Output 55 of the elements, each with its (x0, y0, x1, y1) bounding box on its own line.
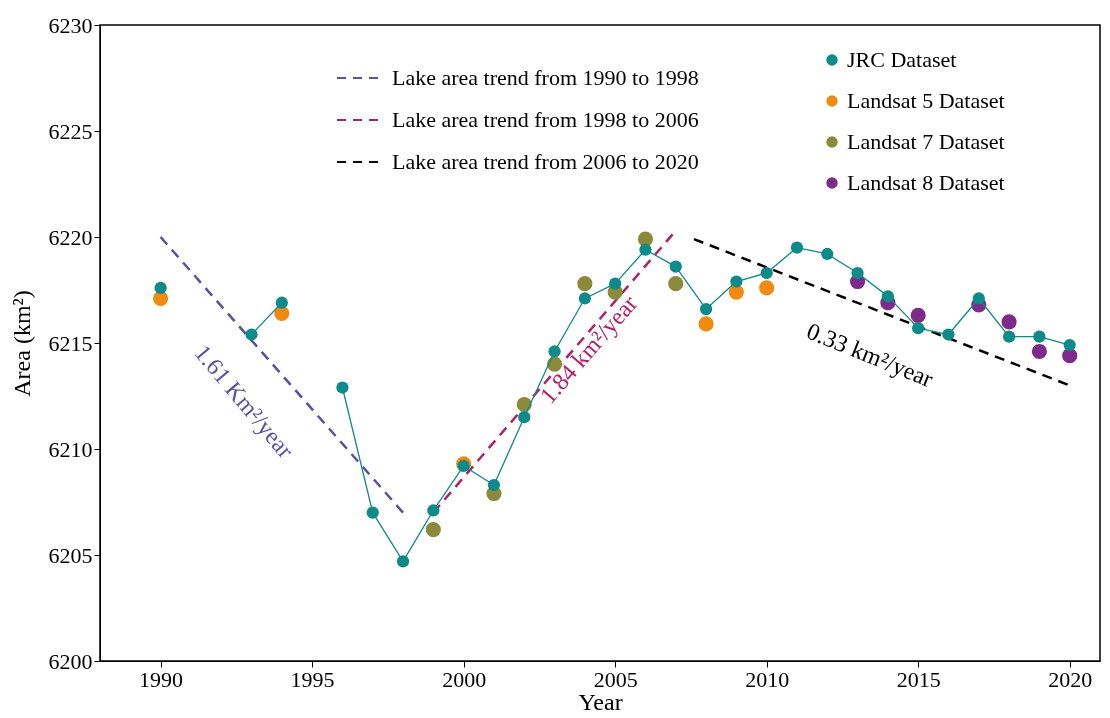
point (153, 290, 169, 307)
point (759, 280, 775, 296)
legend-label: Lake area trend from 1998 to 2006 (392, 107, 699, 132)
y-tick-label: 6230 (48, 12, 93, 38)
point (427, 504, 440, 517)
point (487, 478, 501, 492)
point (639, 243, 652, 256)
point (881, 290, 894, 303)
y-tick-label: 6215 (48, 330, 93, 356)
point (336, 381, 349, 394)
point (577, 276, 593, 292)
point (548, 345, 561, 358)
y-tick-label: 6220 (48, 224, 93, 250)
point (425, 521, 441, 538)
point (821, 247, 834, 261)
point (972, 292, 985, 305)
point (942, 328, 955, 341)
point (669, 260, 682, 273)
point (790, 241, 804, 254)
y-axis-title: Area (km²) (8, 290, 35, 397)
y-tick-label: 6200 (48, 648, 93, 674)
point (910, 307, 926, 324)
legend-label: JRC Dataset (847, 47, 957, 72)
y-tick-label: 6210 (48, 436, 93, 462)
x-tick-label: 2000 (442, 666, 487, 692)
legend-label: Landsat 8 Dataset (847, 170, 1005, 195)
point (154, 281, 167, 294)
point (1001, 314, 1017, 330)
point (396, 555, 410, 568)
y-tick-label: 6205 (48, 542, 93, 568)
point (1002, 330, 1016, 343)
x-tick-label: 2015 (896, 666, 941, 692)
point (760, 266, 773, 280)
point (699, 302, 713, 316)
y-tick-label: 6225 (48, 118, 93, 144)
point (912, 322, 925, 335)
point (668, 276, 684, 292)
legend-label: Lake area trend from 2006 to 2020 (392, 149, 699, 174)
point (851, 266, 864, 280)
point (609, 277, 622, 290)
point (1033, 330, 1046, 343)
legend-label: Landsat 7 Dataset (847, 129, 1005, 154)
point (1031, 343, 1047, 360)
point (698, 316, 714, 332)
point (518, 411, 531, 424)
x-tick-label: 2010 (745, 666, 790, 692)
x-tick-label: 2020 (1048, 666, 1093, 692)
point (516, 396, 532, 413)
x-tick-label: 1990 (139, 666, 184, 692)
legend-label: Lake area trend from 1990 to 1998 (392, 65, 699, 90)
x-tick-label: 1995 (290, 666, 335, 692)
point (366, 506, 379, 519)
point (1063, 339, 1076, 352)
legend-label: Landsat 5 Dataset (847, 88, 1005, 113)
point (730, 275, 743, 288)
